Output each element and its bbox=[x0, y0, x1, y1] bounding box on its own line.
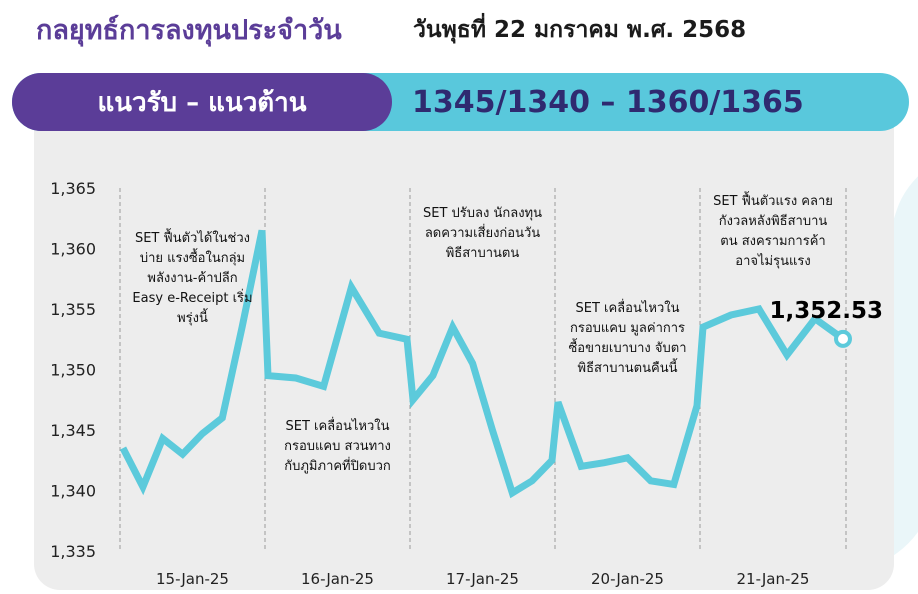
day-annotation: SET เคลื่อนไหวในกรอบแคบ มูลค่าการซื้อขาย… bbox=[568, 299, 686, 376]
y-tick-label: 1,350 bbox=[50, 361, 96, 380]
day-annotation-line: กรอบแคบ มูลค่าการ bbox=[570, 321, 685, 336]
day-annotation-line: กับภูมิภาคที่ปิดบวก bbox=[284, 457, 391, 474]
day-annotation-line: พิธีสาบานตน bbox=[446, 245, 520, 261]
y-tick-label: 1,365 bbox=[50, 179, 96, 198]
banner-levels-area: 1345/1340 – 1360/1365 bbox=[412, 73, 804, 131]
day-annotation-line: SET ฟื้นตัวได้ในช่วง bbox=[135, 228, 250, 246]
y-tick-label: 1,340 bbox=[50, 482, 96, 501]
banner-label-pill: แนวรับ – แนวต้าน bbox=[12, 73, 392, 131]
day-annotation-line: Easy e-Receipt เริ่ม bbox=[132, 289, 252, 306]
day-annotation-line: ลดความเสี่ยงก่อนวัน bbox=[425, 224, 540, 241]
last-value-label: 1,352.53 bbox=[770, 298, 884, 324]
last-point-marker bbox=[834, 329, 852, 348]
day-annotation-line: ตน สงครามการค้า bbox=[720, 234, 825, 249]
banner-levels: 1345/1340 – 1360/1365 bbox=[412, 84, 804, 120]
day-annotation-line: พรุ่งนี้ bbox=[177, 308, 208, 326]
set-index-series-line bbox=[119, 229, 818, 499]
day-annotation-line: SET เคลื่อนไหวใน bbox=[286, 417, 390, 434]
x-tick-label: 15-Jan-25 bbox=[156, 570, 229, 588]
day-annotation: SET ฟื้นตัวแรง คลายกังวลหลังพิธีสาบานตน … bbox=[713, 191, 833, 269]
day-annotation: SET ฟื้นตัวได้ในช่วงบ่าย แรงซื้อในกลุ่มพ… bbox=[132, 228, 252, 326]
day-annotation: SET เคลื่อนไหวในกรอบแคบ สวนทางกับภูมิภาค… bbox=[284, 417, 391, 474]
page-title: กลยุทธ์การลงทุนประจำวัน bbox=[36, 15, 342, 46]
day-annotation-line: อาจไม่รุนแรง bbox=[735, 253, 810, 269]
x-tick-label: 21-Jan-25 bbox=[737, 570, 810, 588]
day-annotation-line: SET เคลื่อนไหวใน bbox=[576, 299, 680, 316]
day-annotation-line: พิธีสาบานตนคืนนี้ bbox=[578, 358, 679, 376]
x-tick-label: 20-Jan-25 bbox=[591, 570, 664, 588]
page-date: วันพุธที่ 22 มกราคม พ.ศ. 2568 bbox=[413, 17, 747, 43]
day-annotation: SET ปรับลง นักลงทุนลดความเสี่ยงก่อนวันพิ… bbox=[423, 206, 542, 261]
y-tick-label: 1,360 bbox=[50, 240, 96, 259]
banner-label: แนวรับ – แนวต้าน bbox=[97, 87, 307, 118]
x-tick-label: 17-Jan-25 bbox=[446, 570, 519, 588]
day-annotation-line: กังวลหลังพิธีสาบาน bbox=[719, 213, 828, 229]
y-tick-label: 1,355 bbox=[50, 300, 96, 319]
day-annotation-line: SET ฟื้นตัวแรง คลาย bbox=[713, 191, 833, 209]
x-tick-label: 16-Jan-25 bbox=[301, 570, 374, 588]
day-annotation-line: พลังงาน-ค้าปลีก bbox=[147, 270, 237, 286]
y-tick-label: 1,345 bbox=[50, 421, 96, 440]
y-tick-label: 1,335 bbox=[50, 542, 96, 561]
support-resistance-banner: แนวรับ – แนวต้าน 1345/1340 – 1360/1365 bbox=[12, 73, 909, 131]
day-annotation-line: บ่าย แรงซื้อในกลุ่ม bbox=[140, 248, 245, 266]
day-annotation-line: SET ปรับลง นักลงทุน bbox=[423, 206, 542, 221]
day-annotation-line: กรอบแคบ สวนทาง bbox=[284, 439, 391, 454]
day-annotation-line: ซื้อขายเบาบาง จับตา bbox=[568, 338, 686, 356]
